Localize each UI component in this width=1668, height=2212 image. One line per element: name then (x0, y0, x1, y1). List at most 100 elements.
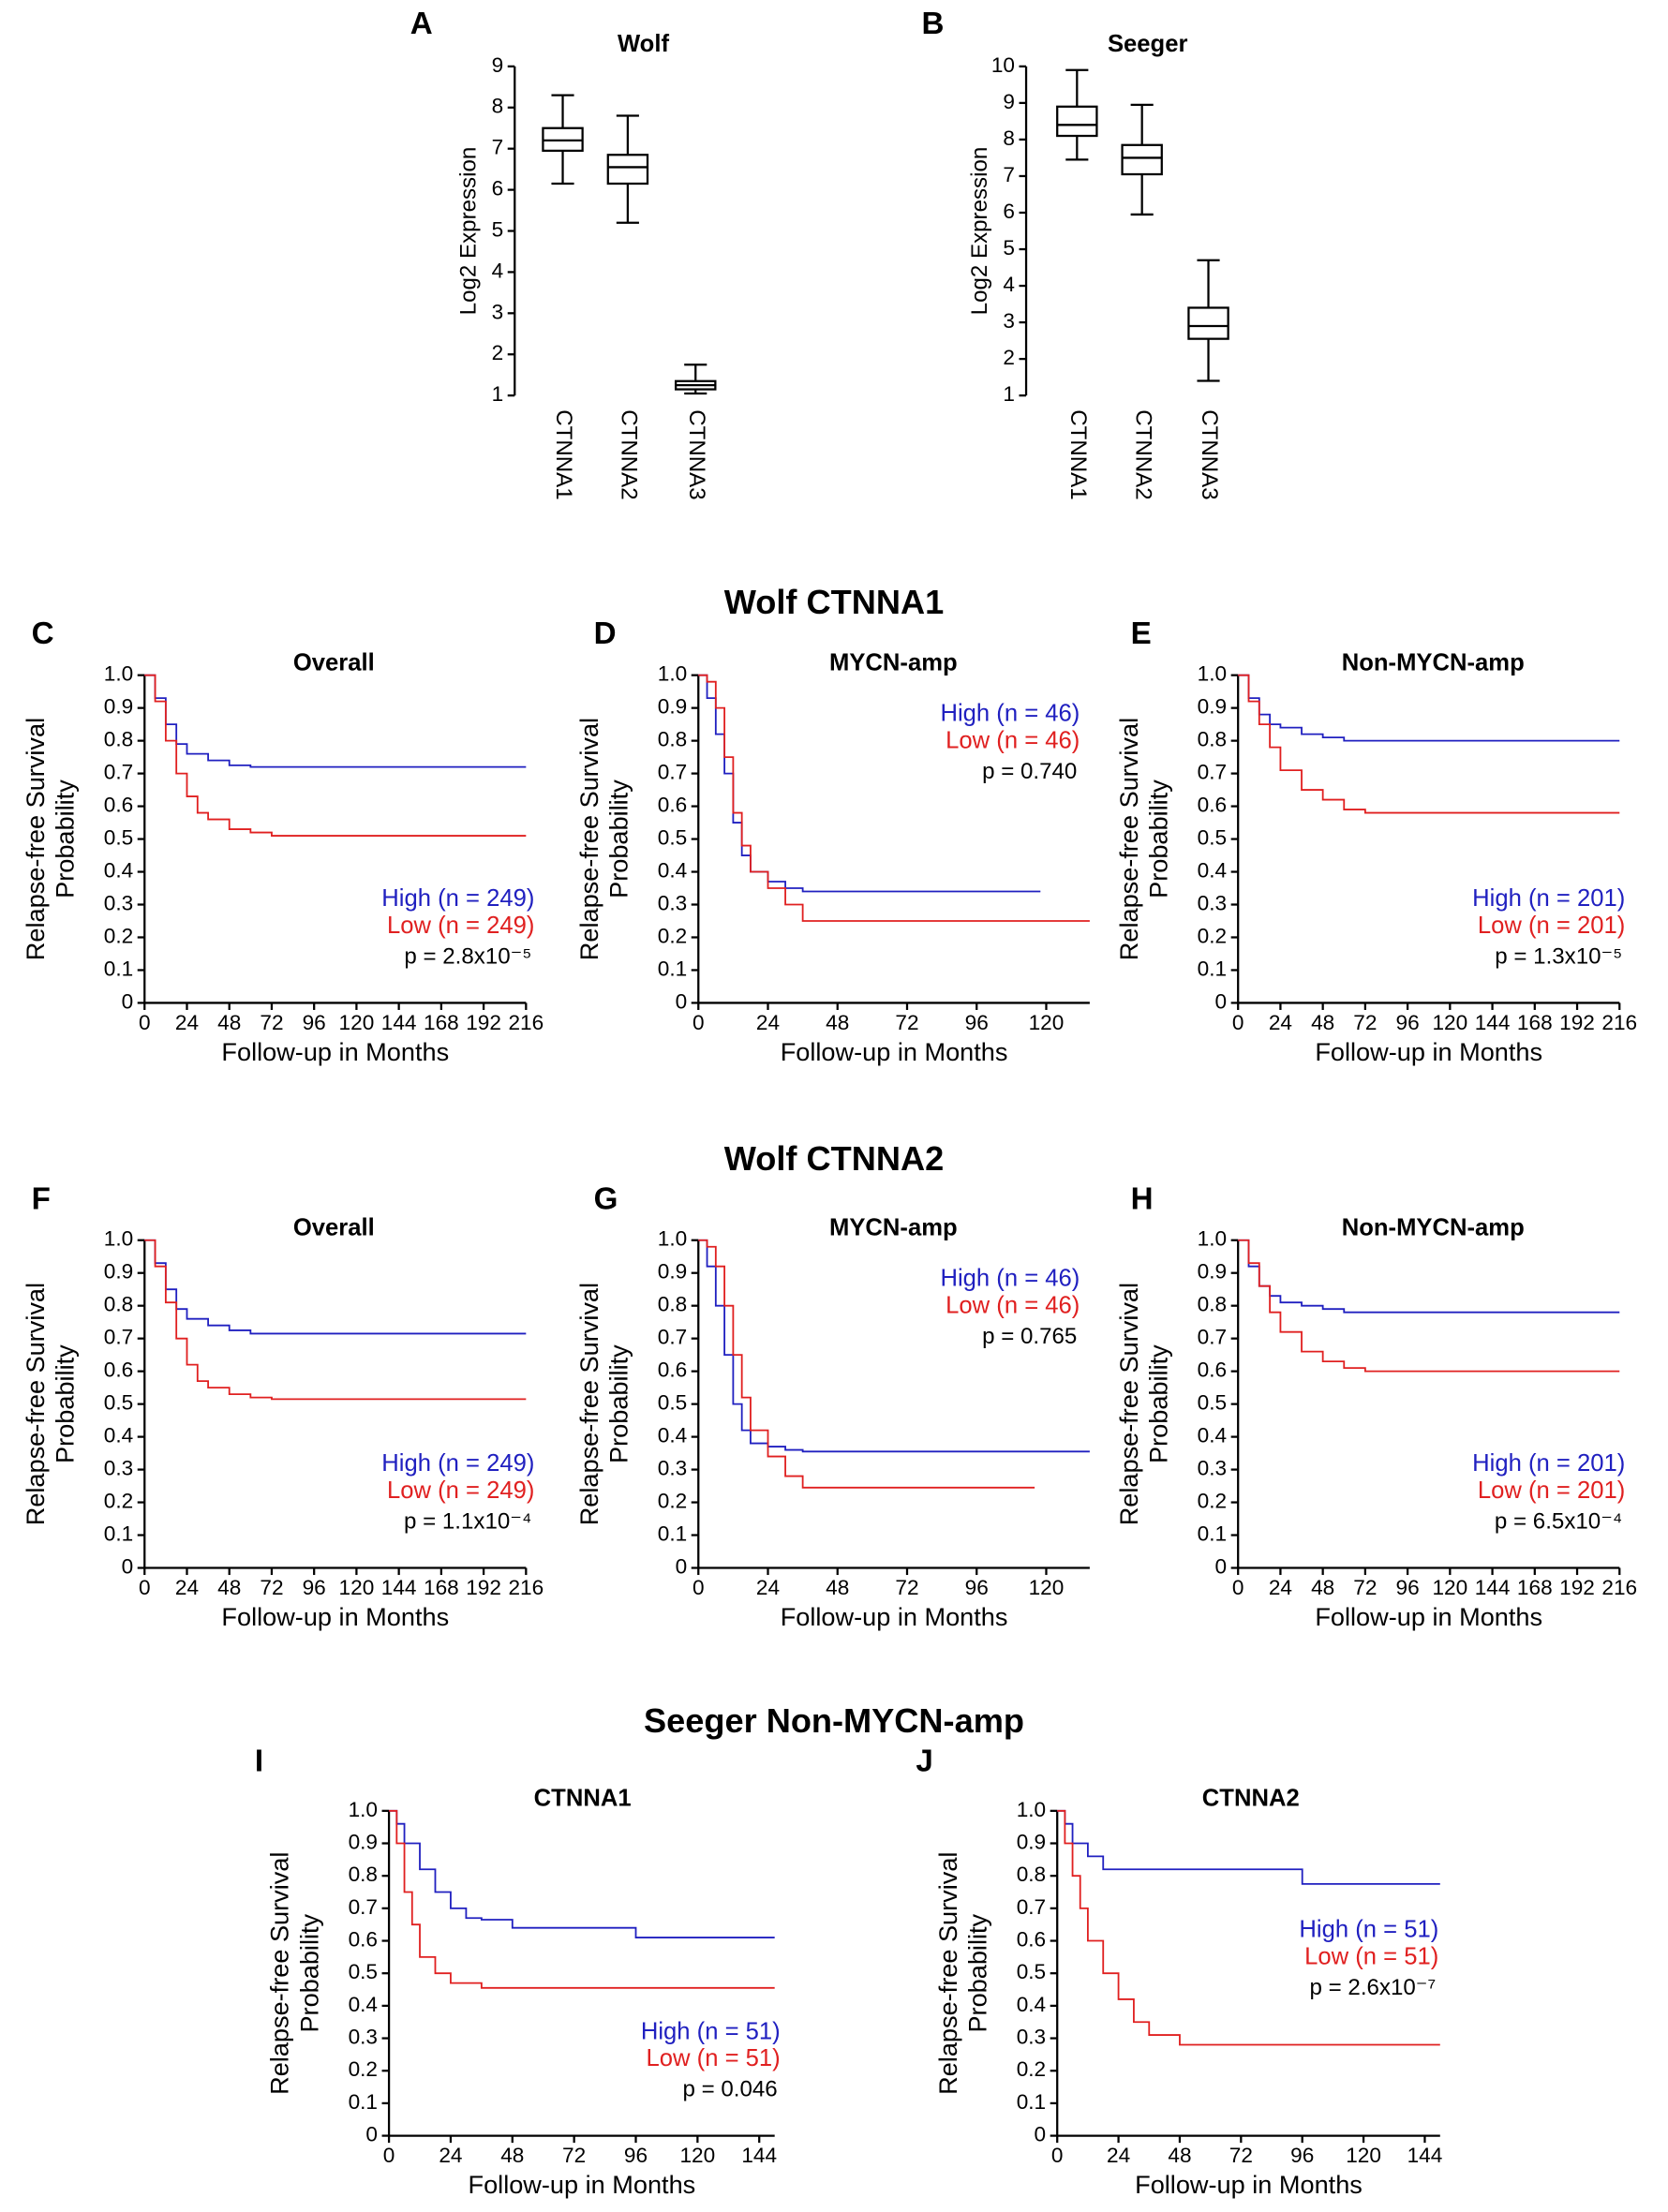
survival-curve (144, 1239, 527, 1401)
x-axis-label: Follow-up in Months (1315, 1602, 1542, 1631)
survival-curve (144, 674, 527, 768)
x-tick-label: 48 (500, 2144, 524, 2167)
y-tick-label: 0.8 (104, 1293, 133, 1316)
y-tick-label: 0 (676, 989, 688, 1013)
x-tick-label: 96 (1290, 2144, 1314, 2167)
x-tick-label: 192 (1559, 1011, 1595, 1034)
box (1121, 143, 1163, 176)
chart-title: CTNNA2 (1202, 1786, 1300, 1812)
panel-letter: F (32, 1181, 51, 1216)
box (1187, 306, 1229, 340)
x-tick-label: 96 (303, 1011, 326, 1034)
x-tick-label: 120 (1346, 2144, 1381, 2167)
x-tick-label: 168 (1517, 1576, 1553, 1599)
x-axis-label: Follow-up in Months (781, 1602, 1008, 1631)
survival-curve (1238, 674, 1620, 814)
y-tick-label: 0.4 (104, 1424, 133, 1447)
x-tick-label: 192 (466, 1011, 501, 1034)
y-tick-label: 0.9 (1198, 1260, 1227, 1284)
y-tick-label: 0.5 (104, 1391, 133, 1415)
x-tick-label: 24 (439, 2144, 462, 2167)
section-heading: Wolf CTNNA2 (724, 1139, 944, 1178)
y-tick-label: 0.4 (1017, 1993, 1046, 2016)
y-tick-label: 0.1 (658, 957, 687, 980)
legend-entry: High (n = 51) (1299, 1917, 1438, 1943)
y-axis-label: Relapse-free Survival (574, 718, 603, 960)
survival-curve (144, 1239, 527, 1335)
y-tick-label: 0 (1215, 1554, 1228, 1578)
y-tick-label: 0.2 (1017, 2057, 1046, 2081)
x-tick-label: 72 (1353, 1576, 1377, 1599)
x-tick-label: 24 (175, 1011, 199, 1034)
x-tick-label: 48 (826, 1011, 849, 1034)
y-axis-label: Relapse-free Survival (265, 1852, 294, 2095)
y-tick-label: 0.3 (1198, 1457, 1227, 1480)
y-tick-label: 0.5 (104, 826, 133, 850)
x-tick-label: 72 (260, 1576, 283, 1599)
y-tick-label: 0.3 (658, 891, 687, 914)
panel-letter: E (1131, 616, 1152, 651)
y-tick-label: 7 (1003, 163, 1015, 186)
y-tick-label: 1.0 (658, 662, 687, 686)
y-tick-label: 0.9 (1017, 1830, 1046, 1853)
survival-curve (1238, 1239, 1620, 1314)
x-tick-label: 0 (693, 1011, 705, 1034)
y-tick-label: 0.1 (1017, 2090, 1046, 2114)
chart-title: Overall (293, 1214, 375, 1240)
legend-entry: High (n = 201) (1472, 885, 1625, 912)
x-tick-label: CTNNA3 (684, 409, 709, 499)
y-tick-label: 0.6 (1017, 1927, 1046, 1951)
y-tick-label: 5 (492, 217, 504, 241)
y-tick-label: 0.4 (1198, 1424, 1227, 1447)
survival-curve (389, 1809, 775, 1989)
p-value: p = 0.046 (682, 2077, 777, 2102)
y-tick-label: 0.2 (1198, 924, 1227, 947)
y-tick-label: 1.0 (1017, 1798, 1046, 1821)
y-tick-label: 0.7 (349, 1895, 378, 1919)
x-tick-label: 192 (1559, 1576, 1595, 1599)
chart-title: Wolf (618, 31, 669, 57)
y-axis-label: Log2 Expression (455, 147, 481, 316)
legend-entry: Low (n = 201) (1478, 913, 1625, 939)
panel-letter: A (410, 7, 433, 41)
survival-curve (389, 1809, 775, 1938)
x-tick-label: 120 (1432, 1011, 1467, 1034)
y-tick-label: 2 (492, 341, 504, 364)
y-axis-label: Relapse-free Survival (933, 1852, 962, 2095)
y-tick-label: 0.7 (1017, 1895, 1046, 1919)
legend-entry: High (n = 249) (381, 1450, 534, 1477)
x-tick-label: 24 (1269, 1576, 1292, 1599)
y-tick-label: 0 (122, 989, 134, 1013)
y-tick-label: 1.0 (1198, 1227, 1227, 1251)
y-tick-label: 2 (1003, 346, 1015, 369)
y-tick-label: 8 (1003, 126, 1015, 150)
legend-entry: High (n = 46) (940, 1266, 1080, 1292)
y-tick-label: 0.1 (104, 1522, 133, 1545)
panel-letter: D (594, 616, 617, 651)
x-tick-label: 120 (339, 1011, 375, 1034)
y-tick-label: 0.1 (658, 1522, 687, 1545)
y-tick-label: 0.9 (104, 695, 133, 719)
x-tick-label: CTNNA2 (1130, 409, 1155, 499)
y-tick-label: 0.6 (104, 794, 133, 817)
y-tick-label: 0.2 (658, 1490, 687, 1513)
x-tick-label: 0 (139, 1011, 151, 1034)
y-tick-label: 0.8 (1017, 1863, 1046, 1886)
y-tick-label: 0.4 (658, 858, 687, 882)
x-tick-label: 168 (1517, 1011, 1553, 1034)
y-tick-label: 0.7 (1198, 761, 1227, 784)
survival-curve (144, 674, 527, 837)
y-tick-label: 1 (1003, 382, 1015, 406)
y-tick-label: 0.6 (658, 794, 687, 817)
x-tick-label: 216 (508, 1011, 544, 1034)
survival-curve (1238, 674, 1620, 742)
y-tick-label: 0 (1035, 2123, 1047, 2146)
y-axis-label: Probability (604, 1344, 633, 1463)
x-tick-label: 120 (1432, 1576, 1467, 1599)
x-tick-label: 96 (965, 1011, 989, 1034)
y-tick-label: 0.7 (658, 761, 687, 784)
section-heading: Wolf CTNNA1 (724, 583, 944, 621)
x-tick-label: 24 (1107, 2144, 1130, 2167)
legend-entry: High (n = 46) (940, 701, 1080, 727)
panel-letter: C (32, 616, 54, 651)
